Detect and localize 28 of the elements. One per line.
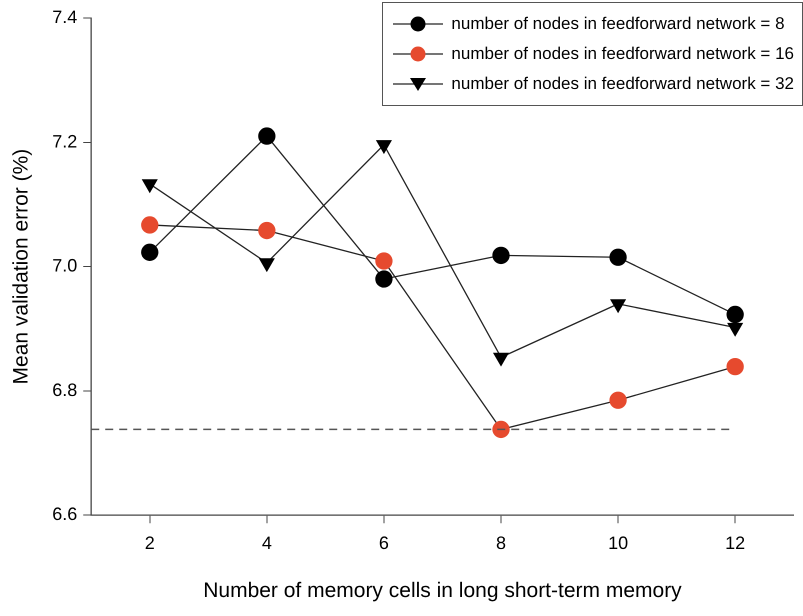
point — [609, 248, 627, 266]
point — [609, 392, 627, 409]
x-tick-label: 4 — [262, 532, 272, 553]
x-tick-label: 8 — [496, 532, 506, 553]
y-tick-label: 7.2 — [52, 131, 78, 152]
y-tick-label: 6.8 — [52, 380, 78, 400]
point — [258, 127, 276, 145]
y-tick-label: 7.4 — [52, 6, 78, 27]
y-tick-label: 7.0 — [52, 256, 78, 276]
y-axis-title: Mean validation error (%) — [9, 148, 32, 384]
point — [375, 270, 393, 288]
legend-label: number of nodes in feedforward network = 8 — [451, 14, 785, 34]
point — [258, 222, 276, 240]
x-tick-label: 2 — [144, 532, 155, 553]
x-tick-label: 6 — [378, 532, 389, 553]
point — [726, 306, 744, 324]
legend-label: number of nodes in feedforward network = 32 — [451, 74, 794, 94]
point — [375, 252, 393, 270]
x-axis-title: Number of memory cells in long short-term memory — [203, 579, 682, 602]
y-tick-label: 6.6 — [52, 504, 78, 524]
point — [492, 420, 510, 438]
point — [726, 358, 744, 376]
point — [492, 246, 510, 264]
point — [141, 216, 158, 234]
x-tick-label: 12 — [725, 532, 746, 553]
legend-label: number of nodes in feedforward network = 16 — [451, 44, 794, 64]
point — [141, 244, 158, 261]
x-tick-label: 10 — [608, 532, 628, 553]
